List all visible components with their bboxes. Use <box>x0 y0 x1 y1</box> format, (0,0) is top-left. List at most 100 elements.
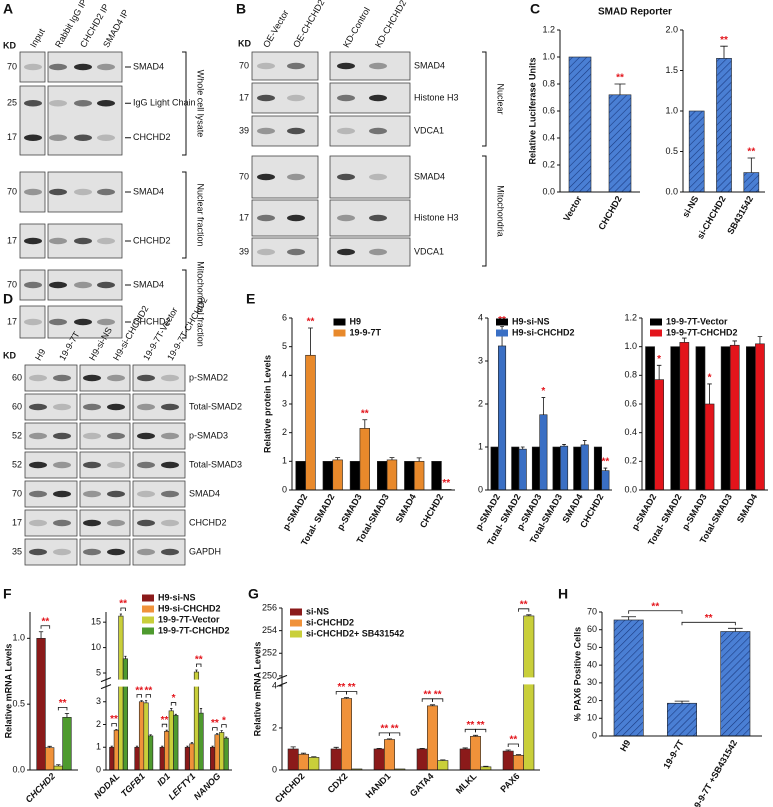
error-bar <box>165 729 168 732</box>
band-label: Total-SMAD2 <box>189 401 242 411</box>
band <box>369 248 387 256</box>
group-label: Mitochondrial fraction <box>196 261 206 347</box>
x-tick-label: 19-9-7T +SB431542 <box>690 738 740 807</box>
band-label: CHCHD2 <box>133 316 171 326</box>
y-tick-label: 0.8 <box>624 370 637 380</box>
bar <box>539 414 548 491</box>
band <box>49 100 67 107</box>
x-tick-label: GATA4 <box>408 771 436 799</box>
band <box>337 173 355 181</box>
sig-bracket <box>475 728 487 733</box>
bar <box>755 343 765 491</box>
band <box>337 94 355 102</box>
band <box>53 548 71 556</box>
error-bar <box>195 669 198 672</box>
error-bar <box>728 627 743 632</box>
legend-swatch <box>650 329 662 337</box>
band <box>83 519 101 527</box>
band <box>287 248 305 256</box>
x-tick-label: MLKL <box>454 771 479 796</box>
bar <box>593 446 602 491</box>
band-label: VDCA1 <box>414 246 444 256</box>
y-tick-label: 2.0 <box>665 24 678 34</box>
band <box>97 281 115 289</box>
error-bar <box>656 364 662 380</box>
y-tick-label: 0.6 <box>624 398 637 408</box>
kd-marker: 17 <box>7 235 17 245</box>
error-bar <box>376 747 382 749</box>
error-bar <box>170 708 173 711</box>
y-tick-label: 0.6 <box>542 105 555 115</box>
sig-bracket <box>145 694 152 698</box>
x-tick-label: NODAL <box>92 771 122 801</box>
legend-swatch <box>650 318 662 326</box>
y-tick-label: 1.0 <box>12 633 25 643</box>
bar <box>189 743 195 771</box>
kd-label: KD <box>238 38 251 48</box>
kd-marker: 17 <box>12 517 22 527</box>
bar <box>159 746 165 771</box>
bar <box>716 58 732 193</box>
bar <box>62 717 72 771</box>
bar <box>413 461 425 491</box>
sig-label: ** <box>110 714 118 725</box>
axis-break <box>276 677 540 685</box>
error-bar <box>64 712 70 718</box>
band-label: CHCHD2 <box>133 235 171 245</box>
legend-swatch <box>496 329 508 337</box>
band <box>49 134 67 141</box>
band <box>74 188 92 196</box>
legend-swatch <box>290 630 302 638</box>
legend-label: H9-si-NS <box>158 592 196 602</box>
group-bracket <box>482 51 487 147</box>
bar <box>743 172 760 193</box>
kd-marker: 70 <box>239 171 249 181</box>
error-bar <box>603 467 608 471</box>
x-tick-label: CHCHD2 <box>273 771 307 805</box>
band <box>24 188 42 196</box>
y-axis-label: % PAX6 Positive Cells <box>572 627 582 721</box>
band <box>337 214 355 222</box>
bar <box>695 346 706 491</box>
error-bar <box>161 745 164 748</box>
bar <box>168 710 174 771</box>
x-tick-label: PAX6 <box>498 771 521 794</box>
sig-bracket <box>120 607 126 612</box>
band <box>257 214 275 222</box>
band <box>107 519 125 527</box>
error-bar <box>115 729 118 731</box>
y-axis-label: Relative protein Levels <box>262 355 272 453</box>
sig-label: ** <box>361 408 369 419</box>
error-bar <box>732 340 738 346</box>
legend-swatch <box>333 318 346 326</box>
y-tick-label: 6 <box>282 312 287 322</box>
error-bar <box>419 747 425 749</box>
error-bar <box>335 457 341 460</box>
error-bar <box>186 745 189 748</box>
group-label: Whole cell lysate <box>196 70 206 138</box>
band <box>369 127 387 135</box>
error-bar <box>190 742 194 744</box>
bar <box>720 346 731 491</box>
band <box>83 374 101 382</box>
y-tick-label: 256 <box>262 602 277 612</box>
y-tick-label: 2 <box>282 427 287 437</box>
band <box>24 281 42 289</box>
bar <box>667 702 697 737</box>
y-tick-label: 30 <box>587 677 597 687</box>
band <box>161 461 179 469</box>
kd-label: KD <box>3 350 16 360</box>
band <box>83 403 101 411</box>
legend-label: 19-9-7T <box>350 327 382 337</box>
kd-marker: 25 <box>7 98 17 108</box>
sig-bracket <box>161 723 168 728</box>
bar <box>305 354 316 491</box>
error-bar <box>215 733 219 735</box>
error-bar <box>562 444 566 447</box>
error-bar <box>290 746 296 749</box>
legend-label: H9 <box>350 316 362 326</box>
band-label: Histone H3 <box>414 92 459 102</box>
y-tick-label: 0 <box>96 764 101 774</box>
error-bar <box>682 337 687 343</box>
band-label: p-SMAD3 <box>189 430 228 440</box>
